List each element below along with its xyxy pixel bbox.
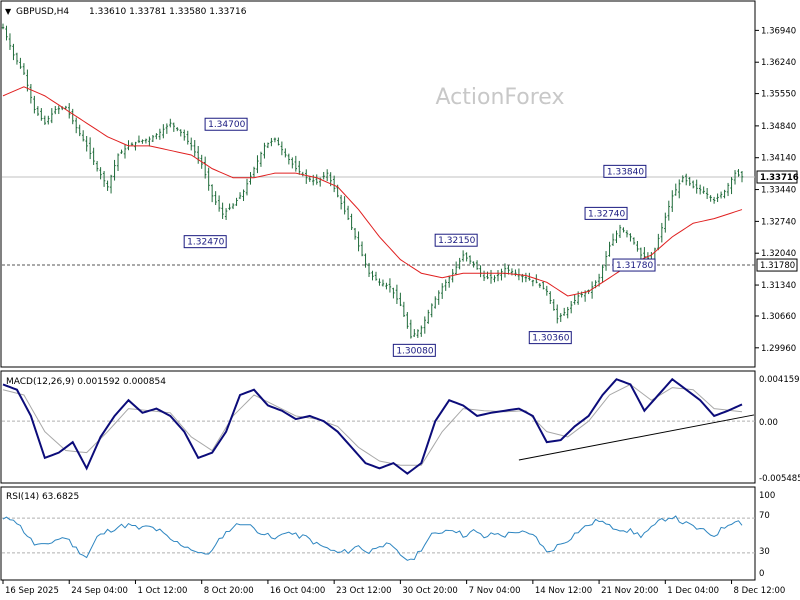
x-tick-label: 24 Sep 04:00	[71, 586, 128, 596]
rsi-tick-30: 30	[759, 547, 770, 557]
price-annotation-label: 1.30080	[396, 346, 433, 356]
price-annotation-label: 1.33840	[607, 167, 644, 177]
price-annotation-label: 1.31780	[616, 261, 653, 271]
price-y-tick-label: 1.32740	[761, 217, 796, 227]
price-panel-frame	[0, 0, 756, 368]
dropdown-arrow-icon[interactable]: ▼	[5, 7, 12, 16]
current-price-label: 1.33716	[760, 173, 799, 183]
x-tick-label: 7 Nov 04:00	[469, 586, 521, 596]
price-annotation-label: 1.34700	[208, 120, 245, 130]
rsi-line	[2, 515, 743, 561]
macd-tick-zero: 0.00	[759, 418, 778, 428]
moving-average-line	[2, 86, 743, 297]
support-level-label: 1.31780	[760, 261, 795, 271]
price-y-tick-label: 1.34840	[761, 122, 796, 132]
x-tick-label: 16 Sep 2025	[5, 586, 59, 596]
price-annotation-box	[204, 117, 248, 131]
price-y-tick-label: 1.29960	[761, 344, 796, 354]
x-tick-label: 8 Dec 12:00	[734, 586, 786, 596]
price-y-tick-label: 1.32040	[761, 249, 796, 259]
macd-tick-bottom: -0.005485	[759, 474, 800, 484]
rsi-tick-100: 100	[759, 491, 775, 501]
x-tick-label: 1 Oct 12:00	[137, 586, 187, 596]
x-tick-label: 23 Oct 12:00	[336, 586, 391, 596]
macd-tick-top: 0.004159	[759, 375, 800, 385]
price-annotation-box	[392, 343, 436, 357]
price-y-tick-label: 1.30660	[761, 312, 796, 322]
price-annotation-label: 1.32740	[588, 209, 625, 219]
ohlc-values: 1.33610 1.33781 1.33580 1.33716	[89, 7, 247, 17]
rsi-tick-70: 70	[759, 511, 770, 521]
price-annotation-label: 1.32150	[438, 236, 475, 246]
x-tick-label: 16 Oct 04:00	[270, 586, 325, 596]
macd-signal-line	[2, 383, 743, 466]
x-tick-label: 21 Nov 20:00	[601, 586, 658, 596]
macd-panel-frame	[0, 370, 756, 484]
price-annotation-label: 1.30360	[532, 334, 569, 344]
x-tick-label: 30 Oct 20:00	[402, 586, 457, 596]
price-y-tick-label: 1.33440	[761, 186, 796, 196]
rsi-panel-frame	[0, 486, 756, 581]
price-annotation-box	[584, 206, 628, 220]
price-annotation-label: 1.32470	[187, 238, 224, 248]
price-annotation-box	[183, 235, 227, 249]
macd-main-line	[2, 377, 743, 475]
price-y-tick-label: 1.36240	[761, 58, 796, 68]
price-annotation-box	[603, 164, 647, 178]
x-tick-label: 8 Oct 20:00	[204, 586, 254, 596]
price-annotation-box	[434, 233, 478, 247]
current-price-box	[756, 170, 798, 184]
price-y-tick-label: 1.31340	[761, 281, 796, 291]
symbol-label: GBPUSD,H4	[16, 7, 69, 17]
support-level-box	[756, 258, 798, 272]
price-annotation-box	[612, 258, 656, 272]
watermark: ActionForex	[436, 85, 565, 110]
price-y-tick-label: 1.35550	[761, 90, 796, 100]
price-annotation-box	[528, 331, 572, 345]
price-y-tick-label: 1.36940	[761, 26, 796, 36]
rsi-tick-0: 0	[759, 569, 764, 579]
rsi-title: RSI(14) 63.6825	[6, 492, 79, 502]
price-y-tick-label: 1.34140	[761, 154, 796, 164]
macd-trendline	[518, 414, 755, 461]
x-tick-label: 1 Dec 04:00	[667, 586, 719, 596]
x-tick-label: 14 Nov 12:00	[535, 586, 592, 596]
macd-title: MACD(12,26,9) 0.001592 0.000854	[6, 377, 166, 387]
